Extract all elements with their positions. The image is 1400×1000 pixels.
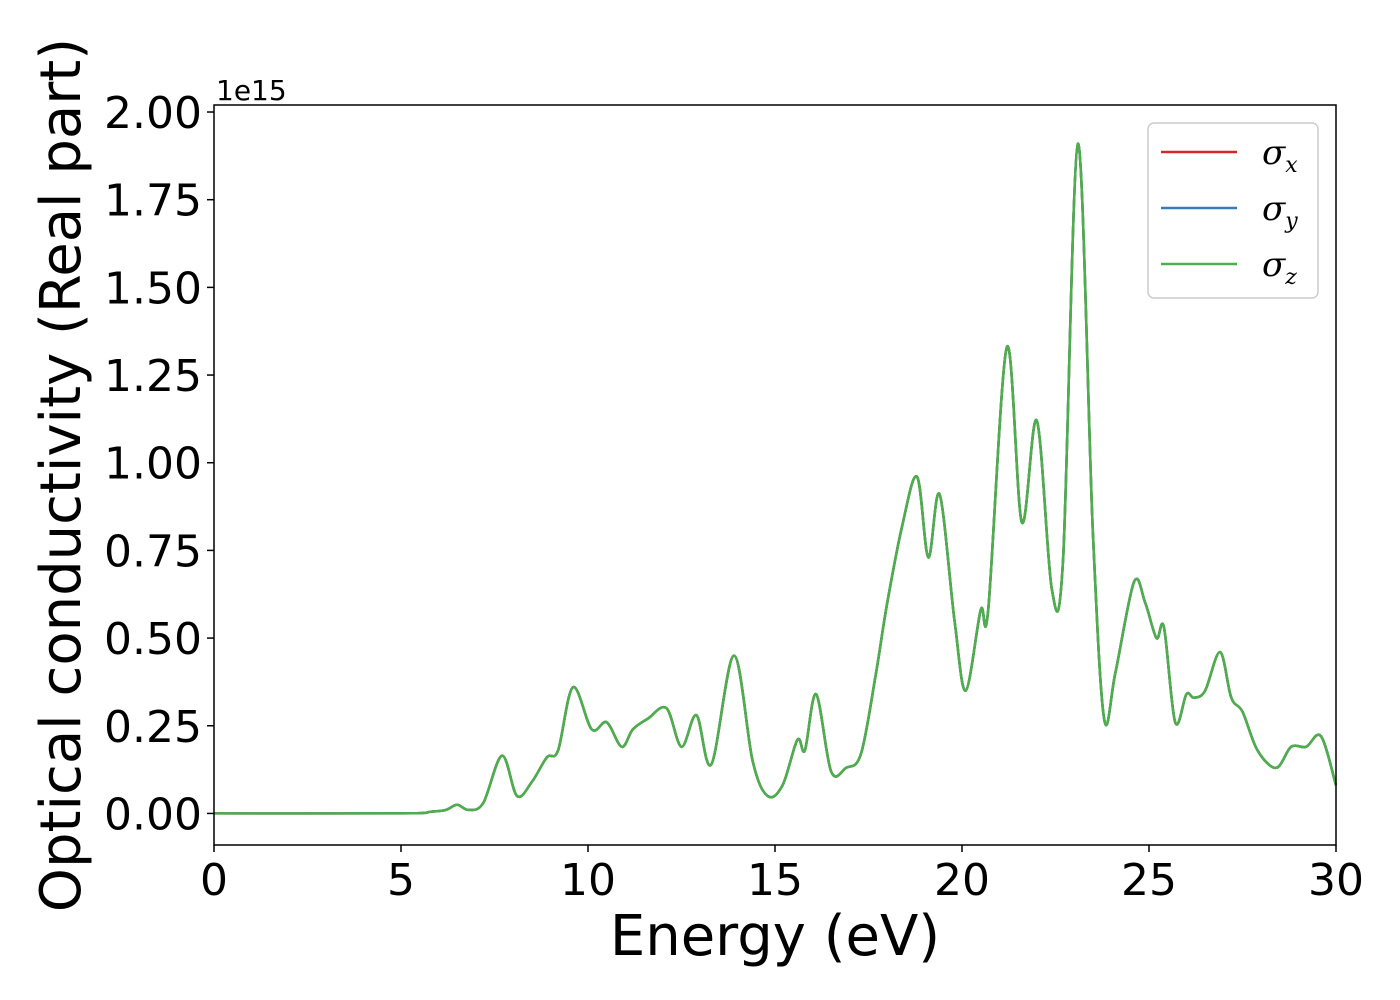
x-tick-label: 25: [1121, 855, 1177, 906]
y-tick-label: 1.50: [104, 263, 202, 314]
series-line-z: [214, 144, 1336, 814]
y-offset-text: 1e15: [216, 74, 287, 107]
legend-label-x: σx: [1262, 133, 1298, 178]
y-tick-label: 0.75: [104, 526, 202, 577]
y-tick-label: 1.00: [104, 439, 202, 490]
x-tick-label: 20: [934, 855, 990, 906]
y-tick-label: 2.00: [104, 88, 202, 139]
legend: σx σy σz: [1147, 122, 1319, 299]
legend-label-z: σz: [1262, 245, 1297, 290]
legend-box: [1147, 122, 1319, 299]
y-tick-label: 0.25: [104, 702, 202, 753]
x-axis-label: Energy (eV): [610, 904, 940, 969]
x-tick-label: 30: [1308, 855, 1364, 906]
x-tick-label: 5: [387, 855, 415, 906]
y-tick-label: 0.50: [104, 614, 202, 665]
x-axis-ticks: 0 5 10 15 20 25 30: [200, 845, 1364, 906]
y-tick-label: 1.75: [104, 176, 202, 227]
y-tick-label: 1.25: [104, 351, 202, 402]
y-axis-label: Optical conductivity (Real part): [29, 38, 94, 912]
series-layer: [214, 144, 1336, 814]
y-axis-ticks: 0.00 0.25 0.50 0.75 1.00 1.25 1.50 1.75 2.00: [104, 88, 214, 840]
x-tick-label: 0: [200, 855, 228, 906]
legend-label-y: σy: [1262, 189, 1298, 234]
x-tick-label: 15: [747, 855, 803, 906]
y-tick-label: 0.00: [104, 789, 202, 840]
x-tick-label: 10: [560, 855, 616, 906]
